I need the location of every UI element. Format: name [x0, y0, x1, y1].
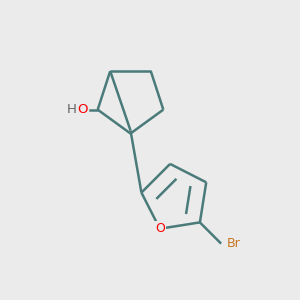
Text: H: H — [66, 103, 76, 116]
Text: O: O — [77, 103, 88, 116]
Text: Br: Br — [226, 237, 240, 250]
Text: O: O — [155, 222, 165, 235]
